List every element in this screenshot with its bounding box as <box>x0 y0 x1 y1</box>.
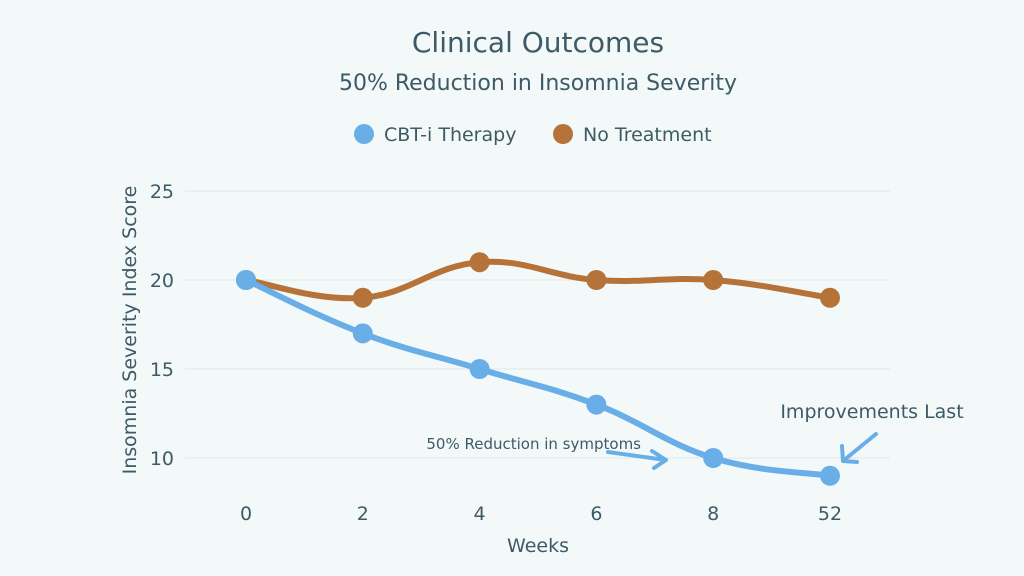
data-point[interactable] <box>469 359 490 379</box>
legend-label[interactable]: No Treatment <box>583 124 712 146</box>
x-tick-label: 6 <box>590 503 602 525</box>
data-point[interactable] <box>820 287 840 308</box>
chart-subtitle: 50% Reduction in Insomnia Severity <box>339 71 737 96</box>
annotation-arrow <box>606 449 668 470</box>
y-tick-label: 25 <box>150 181 174 203</box>
annotation-text: Improvements Last <box>780 401 963 423</box>
data-point[interactable] <box>703 270 724 290</box>
data-point[interactable] <box>703 448 724 468</box>
legend-marker <box>354 124 374 144</box>
series-line <box>243 258 833 302</box>
series-layer <box>236 252 840 486</box>
y-tick-label: 20 <box>150 270 174 292</box>
y-axis-label: Insomnia Severity Index Score <box>119 186 141 475</box>
legend-label[interactable]: CBT-i Therapy <box>384 124 516 146</box>
data-point[interactable] <box>820 465 840 486</box>
legend-marker <box>553 124 573 144</box>
data-point[interactable] <box>352 287 373 308</box>
y-tick-label: 10 <box>150 448 174 470</box>
x-tick-label: 52 <box>818 503 842 525</box>
x-tick-label: 8 <box>707 503 719 525</box>
data-point[interactable] <box>586 394 607 415</box>
chart-title: Clinical Outcomes <box>412 26 664 59</box>
x-tick-label: 4 <box>474 503 486 525</box>
annotations: 50% Reduction in symptoms Improvements La… <box>426 401 964 470</box>
annotation-arrow <box>840 432 878 464</box>
annotation-text: 50% Reduction in symptoms <box>426 435 641 453</box>
grid: 10 15 20 25 0 2 4 6 8 52 <box>150 181 890 525</box>
data-point[interactable] <box>469 252 490 273</box>
x-tick-label: 2 <box>357 503 369 525</box>
x-axis-label: Weeks <box>507 535 569 557</box>
data-point[interactable] <box>236 270 256 290</box>
legend: CBT-i Therapy No Treatment <box>354 124 712 146</box>
y-tick-label: 15 <box>150 359 174 381</box>
data-point[interactable] <box>586 270 607 290</box>
data-point[interactable] <box>352 323 373 344</box>
x-tick-label: 0 <box>240 503 252 525</box>
